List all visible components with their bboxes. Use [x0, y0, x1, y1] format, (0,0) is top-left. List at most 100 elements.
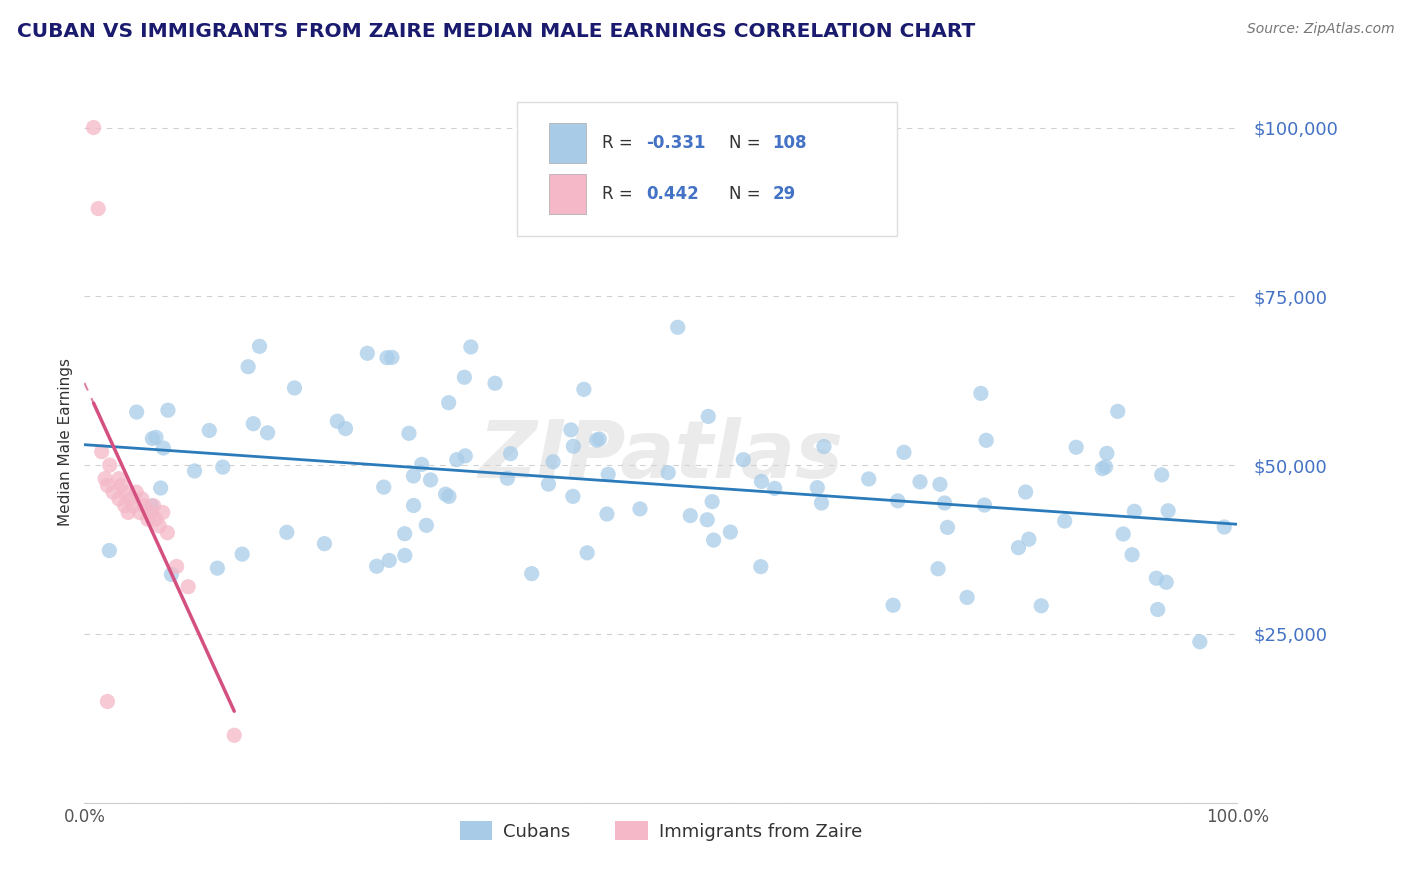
- Point: [1146, 602, 1168, 616]
- Point: [83, 120, 105, 135]
- Point: [96, 694, 118, 708]
- Point: [1121, 548, 1143, 562]
- FancyBboxPatch shape: [548, 123, 586, 163]
- Point: [460, 340, 482, 354]
- Point: [598, 467, 620, 482]
- Point: [145, 512, 167, 526]
- Point: [114, 499, 136, 513]
- Point: [453, 370, 475, 384]
- Point: [419, 473, 441, 487]
- Point: [152, 441, 174, 455]
- Point: [588, 432, 610, 446]
- Point: [276, 525, 298, 540]
- Point: [1107, 404, 1129, 418]
- Point: [402, 469, 425, 483]
- Point: [1007, 541, 1029, 555]
- Text: N =: N =: [728, 186, 766, 203]
- Point: [1091, 461, 1114, 475]
- Point: [562, 439, 585, 453]
- Point: [94, 472, 117, 486]
- Point: [434, 487, 457, 501]
- Point: [537, 477, 560, 491]
- Text: ZIPatlas: ZIPatlas: [478, 417, 844, 495]
- Point: [666, 320, 689, 334]
- Point: [108, 472, 131, 486]
- Point: [131, 491, 153, 506]
- Point: [1053, 514, 1076, 528]
- Point: [484, 376, 506, 391]
- Point: [256, 425, 278, 440]
- Text: -0.331: -0.331: [645, 134, 706, 152]
- Point: [1112, 527, 1135, 541]
- Point: [970, 386, 993, 401]
- Point: [454, 449, 477, 463]
- Point: [224, 728, 246, 742]
- Point: [314, 536, 336, 550]
- Point: [242, 417, 264, 431]
- Point: [411, 458, 433, 472]
- Point: [702, 494, 724, 508]
- Point: [858, 472, 880, 486]
- Point: [394, 526, 416, 541]
- Point: [973, 498, 995, 512]
- Point: [657, 466, 679, 480]
- Point: [166, 559, 188, 574]
- Point: [283, 381, 305, 395]
- Point: [1014, 485, 1036, 500]
- Point: [108, 491, 131, 506]
- Point: [1095, 446, 1118, 460]
- Point: [1018, 532, 1040, 546]
- Point: [375, 351, 398, 365]
- Point: [561, 489, 583, 503]
- Point: [373, 480, 395, 494]
- FancyBboxPatch shape: [517, 102, 897, 235]
- Text: Source: ZipAtlas.com: Source: ZipAtlas.com: [1247, 22, 1395, 37]
- Point: [520, 566, 543, 581]
- Point: [908, 475, 931, 489]
- Point: [125, 485, 148, 500]
- Point: [183, 464, 205, 478]
- Point: [136, 512, 159, 526]
- Point: [366, 559, 388, 574]
- Text: R =: R =: [602, 134, 638, 152]
- Point: [87, 202, 110, 216]
- Point: [141, 432, 163, 446]
- Point: [560, 423, 582, 437]
- Point: [446, 452, 468, 467]
- Point: [356, 346, 378, 360]
- Point: [697, 409, 720, 424]
- Point: [381, 351, 404, 365]
- Point: [496, 471, 519, 485]
- Point: [929, 477, 952, 491]
- Point: [149, 481, 172, 495]
- Y-axis label: Median Male Earnings: Median Male Earnings: [58, 358, 73, 525]
- Point: [1064, 440, 1087, 454]
- Point: [152, 505, 174, 519]
- Point: [326, 414, 349, 428]
- Legend: Cubans, Immigrants from Zaire: Cubans, Immigrants from Zaire: [453, 814, 869, 848]
- Point: [211, 460, 233, 475]
- Point: [1094, 459, 1116, 474]
- Text: CUBAN VS IMMIGRANTS FROM ZAIRE MEDIAN MALE EARNINGS CORRELATION CHART: CUBAN VS IMMIGRANTS FROM ZAIRE MEDIAN MA…: [17, 22, 976, 41]
- Point: [751, 475, 773, 489]
- Point: [141, 499, 163, 513]
- Point: [749, 559, 772, 574]
- Point: [696, 513, 718, 527]
- Point: [198, 424, 221, 438]
- Point: [98, 543, 121, 558]
- Point: [1150, 467, 1173, 482]
- Point: [596, 507, 619, 521]
- Point: [679, 508, 702, 523]
- Point: [114, 485, 136, 500]
- Point: [437, 490, 460, 504]
- Point: [733, 452, 755, 467]
- Point: [810, 496, 832, 510]
- Point: [887, 494, 910, 508]
- Text: 29: 29: [773, 186, 796, 203]
- Point: [145, 430, 167, 444]
- Point: [541, 455, 564, 469]
- Point: [934, 496, 956, 510]
- Point: [576, 546, 599, 560]
- Point: [572, 382, 595, 396]
- Point: [142, 499, 165, 513]
